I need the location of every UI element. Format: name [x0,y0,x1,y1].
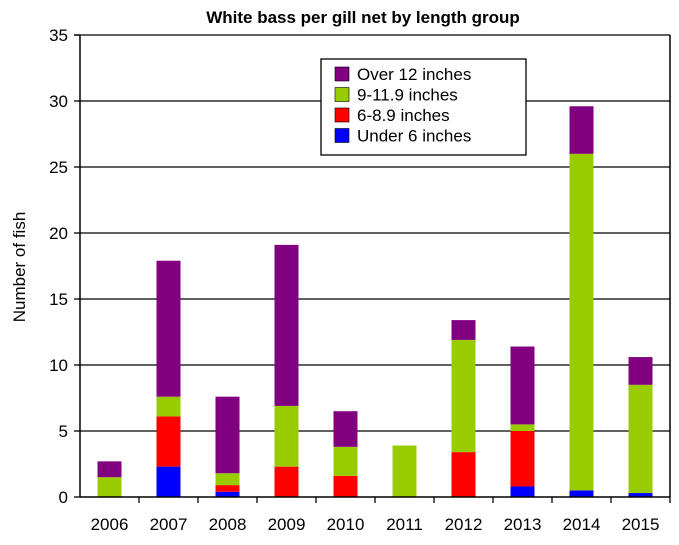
bar-segment-2008-9-11-9-inches [215,473,240,486]
bar-segment-2006-over-12-inches [97,461,122,478]
bar-segment-2008-6-8-9-inches [215,485,240,492]
y-tick-label: 30 [49,92,68,111]
bar-segment-2013-9-11-9-inches [510,424,535,431]
bar-segment-2013-under-6-inches [510,486,535,497]
bar-segment-2007-6-8-9-inches [156,416,181,467]
legend-swatch [334,66,350,82]
x-tick-label: 2013 [504,515,542,534]
x-tick-label: 2015 [622,515,660,534]
y-tick-label: 15 [49,290,68,309]
bar-segment-2008-under-6-inches [215,491,240,497]
bar-segment-2006-9-11-9-inches [97,477,122,497]
legend-label: Under 6 inches [357,127,471,146]
legend-swatch [334,128,350,143]
bar-segment-2010-over-12-inches [333,411,358,447]
y-tick-label: 25 [49,158,68,177]
bar-segment-2013-6-8-9-inches [510,431,535,487]
x-tick-label: 2014 [563,515,601,534]
bar-segment-2012-9-11-9-inches [451,339,476,453]
bar-segment-2007-over-12-inches [156,260,181,397]
bar-segment-2013-over-12-inches [510,346,535,425]
chart-title: White bass per gill net by length group [206,8,520,27]
x-tick-label: 2009 [268,515,306,534]
bars [97,106,653,497]
bar-segment-2014-under-6-inches [569,490,594,497]
bar-segment-2015-under-6-inches [628,493,653,497]
x-tick-label: 2010 [327,515,365,534]
y-axis-label: Number of fish [10,212,29,323]
x-tick-label: 2011 [386,515,423,534]
y-tick-label: 0 [59,488,68,507]
y-tick-label: 20 [49,224,68,243]
y-tick-label: 10 [49,356,68,375]
y-tick-label: 35 [49,26,68,45]
x-tick-label: 2006 [91,515,129,534]
x-tick-label: 2008 [209,515,247,534]
y-tick-label: 5 [59,422,68,441]
legend-label: Over 12 inches [357,65,471,84]
bar-segment-2011-9-11-9-inches [392,445,417,497]
legend-label: 9-11.9 inches [357,86,458,105]
x-tick-label: 2007 [150,515,188,534]
bar-segment-2009-6-8-9-inches [274,466,299,497]
bar-segment-2012-6-8-9-inches [451,452,476,497]
bar-segment-2008-over-12-inches [215,396,240,474]
bar-segment-2015-9-11-9-inches [628,384,653,494]
bar-segment-2010-9-11-9-inches [333,446,358,476]
bar-segment-2014-9-11-9-inches [569,153,594,491]
legend-swatch [334,87,350,102]
bar-segment-2009-over-12-inches [274,244,299,406]
bar-segment-2014-over-12-inches [569,106,594,154]
bar-segment-2007-under-6-inches [156,466,181,497]
legend-box [320,58,527,156]
bar-segment-2007-9-11-9-inches [156,396,181,417]
legend-label: 6-8.9 inches [357,106,450,125]
bar-segment-2012-over-12-inches [451,320,476,340]
bar-segment-2009-9-11-9-inches [274,405,299,467]
bar-segment-2010-6-8-9-inches [333,475,358,497]
x-tick-label: 2012 [445,515,483,534]
legend-swatch [334,107,350,123]
bar-segment-2015-over-12-inches [628,357,653,385]
axes: 0 5 10 15 20 25 30 35 2006 2007 2008 2009 2010 2011 20… [49,26,671,534]
